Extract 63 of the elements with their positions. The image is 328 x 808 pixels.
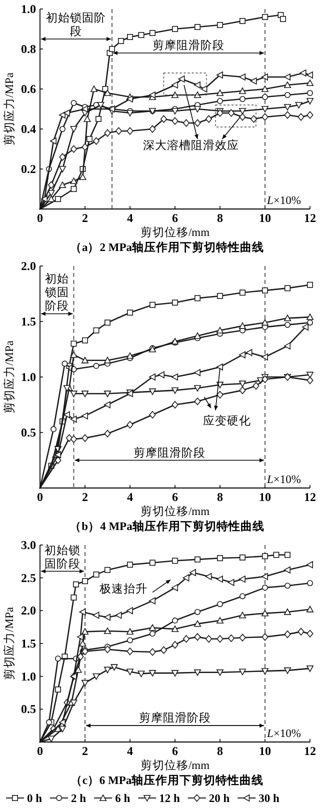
y-tick-label: 1.5 bbox=[21, 636, 36, 650]
text: （a）2 MPa轴压作用下剪切特性曲线 bbox=[70, 240, 264, 254]
ref-line-label: L×10% bbox=[266, 195, 302, 207]
text: （c）6 MPa轴压作用下剪切特性曲线 bbox=[70, 773, 264, 787]
y-tick-label: 0.5 bbox=[21, 426, 36, 440]
annotation: 极速抬升 bbox=[98, 582, 148, 596]
y-tick-label: 1.0 bbox=[21, 2, 36, 16]
y-axis-title: 剪切应力/MPa bbox=[2, 72, 16, 146]
x-tick-label: 8 bbox=[217, 744, 223, 758]
x-tick-label: 4 bbox=[127, 744, 133, 758]
x-tick-label: 12 bbox=[304, 744, 316, 758]
x-tick-label: 0 bbox=[37, 744, 43, 758]
annotation: 剪摩阻滑阶段 bbox=[133, 445, 206, 460]
x-axis-title: 剪切位移/mm bbox=[140, 504, 210, 518]
y-tick-label: 0.5 bbox=[21, 702, 36, 716]
x-tick-label: 6 bbox=[172, 744, 178, 758]
y-tick-label: 0.6 bbox=[21, 82, 36, 96]
x-tick-label: 8 bbox=[217, 490, 223, 504]
annotation: 深大溶槽阻滑效应 bbox=[142, 138, 239, 152]
x-tick-label: 4 bbox=[127, 490, 133, 504]
annotation: 初始锁固阶段 bbox=[44, 542, 80, 570]
x-tick-label: 0 bbox=[37, 490, 43, 504]
y-axis-title: 剪切应力/MPa bbox=[2, 340, 16, 414]
legend-label: 2 h bbox=[71, 793, 87, 805]
x-tick-label: 0 bbox=[37, 211, 43, 225]
annotation: 初始锁固阶段 bbox=[46, 10, 106, 38]
y-tick-label: 1.0 bbox=[21, 370, 36, 384]
x-tick-label: 2 bbox=[82, 490, 88, 504]
x-axis-title: 剪切位移/mm bbox=[140, 758, 210, 772]
x-tick-label: 6 bbox=[172, 211, 178, 225]
annotation: 应变硬化 bbox=[202, 414, 251, 428]
legend-label: 30 h bbox=[258, 793, 280, 805]
y-tick-label: 1.5 bbox=[21, 314, 36, 328]
x-tick-label: 6 bbox=[172, 490, 178, 504]
legend-label: 20 h bbox=[208, 793, 230, 805]
x-tick-label: 12 bbox=[304, 490, 316, 504]
y-axis-title: 剪切应力/MPa bbox=[2, 607, 16, 680]
x-tick-label: 2 bbox=[82, 211, 88, 225]
y-tick-label: 2.0 bbox=[21, 259, 36, 273]
x-tick-label: 2 bbox=[82, 744, 88, 758]
ref-line-label: L×10% bbox=[266, 474, 302, 486]
annotation: 剪摩阻滑阶段 bbox=[139, 710, 211, 725]
legend-label: 12 h bbox=[159, 793, 180, 805]
y-tick-label: 2.0 bbox=[21, 604, 36, 618]
y-tick-label: 3.0 bbox=[21, 538, 36, 552]
ref-line-label: L×10% bbox=[266, 728, 302, 740]
y-tick-label: 0.4 bbox=[21, 122, 36, 136]
y-tick-label: 1.0 bbox=[21, 669, 36, 684]
x-axis-title: 剪切位移/mm bbox=[140, 225, 210, 239]
text: （b）4 MPa轴压作用下剪切特性曲线 bbox=[70, 519, 264, 533]
x-tick-label: 12 bbox=[304, 211, 316, 225]
y-tick-label: 2.5 bbox=[21, 570, 36, 585]
legend-label: 6 h bbox=[115, 793, 131, 805]
annotation: 剪摩阻滑阶段 bbox=[152, 38, 224, 52]
y-tick-label: 0.8 bbox=[21, 42, 36, 56]
x-tick-label: 10 bbox=[259, 744, 271, 758]
annotation: 初始锁固阶段 bbox=[44, 272, 69, 313]
x-tick-label: 10 bbox=[259, 490, 271, 504]
y-tick-label: 0.2 bbox=[21, 162, 36, 176]
x-tick-label: 4 bbox=[127, 211, 133, 225]
x-tick-label: 10 bbox=[259, 211, 271, 225]
x-tick-label: 8 bbox=[217, 211, 223, 225]
legend-label: 0 h bbox=[27, 793, 43, 805]
